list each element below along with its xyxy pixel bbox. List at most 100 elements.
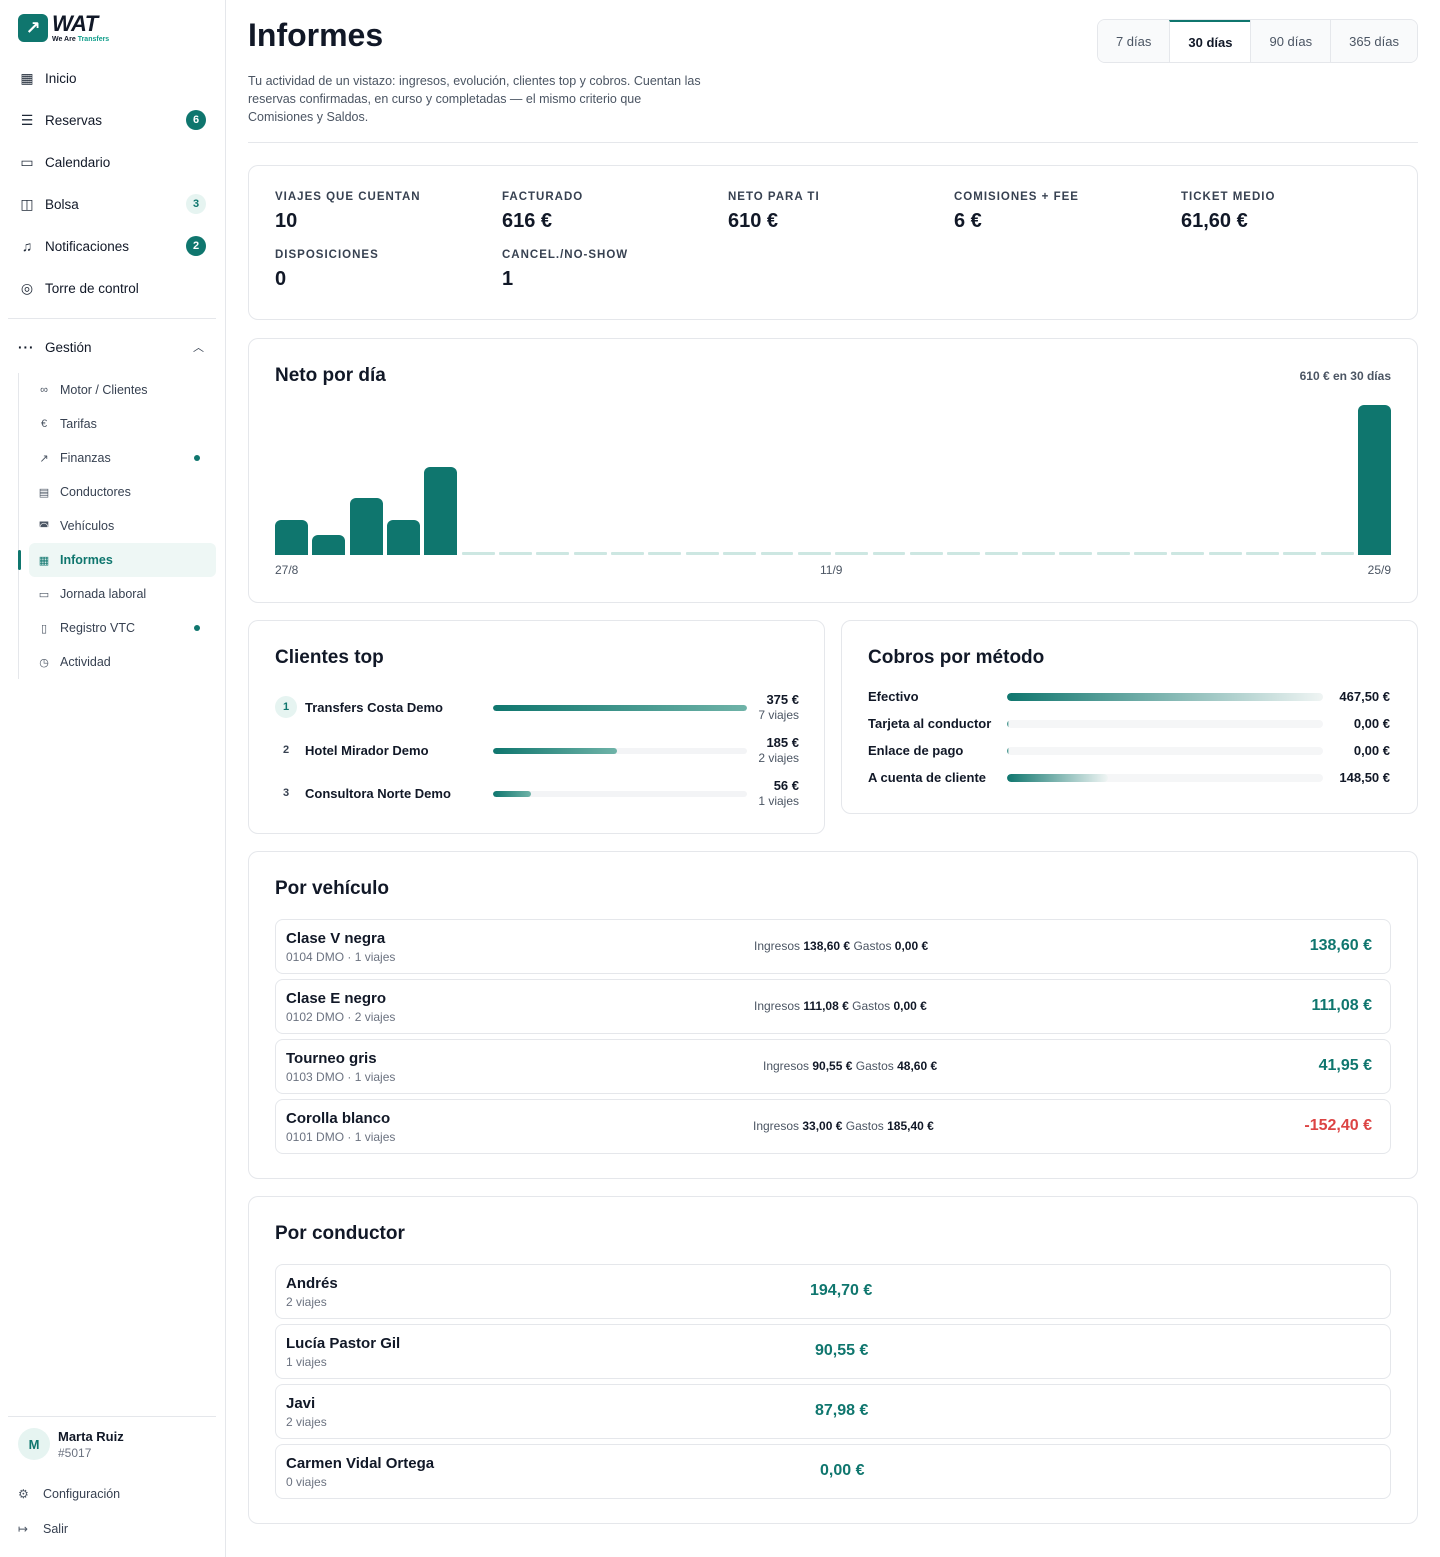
client-amount: 56 € [773, 778, 799, 793]
logout-icon: ↦ [18, 1522, 29, 1536]
nav-item-bolsa[interactable]: ◫ Bolsa 3 [8, 183, 216, 225]
brand-logo[interactable]: ↗ WAT We Are Transfers [18, 13, 109, 43]
client-row[interactable]: 1 Transfers Costa Demo 375 €7 viajes [275, 692, 799, 734]
kpi-label: TICKET MEDIO [1181, 191, 1276, 203]
chart-bar [1171, 552, 1205, 555]
driver-row[interactable]: Andrés 2 viajes 194,70 € [275, 1264, 1391, 1319]
kpi-2: NETO PARA TI 610 € [728, 191, 820, 233]
clock-icon: ◷ [39, 656, 49, 669]
chevron-up-icon: ︿ [193, 342, 204, 354]
footer-divider [8, 1416, 216, 1417]
chart-bar [1096, 552, 1130, 555]
income-value: 111,08 € [803, 999, 849, 1013]
settings-label: Configuración [43, 1487, 121, 1501]
client-share-bar [493, 748, 747, 754]
subnav-item-vehiculos[interactable]: ◚ Vehículos [19, 509, 216, 543]
vehicle-details: 0103 DMO · 1 viajes [286, 1070, 396, 1084]
page-title: Informes [248, 17, 384, 53]
driver-total: 194,70 € [810, 1282, 873, 1299]
nav-item-inicio[interactable]: ▦ Inicio [8, 57, 216, 99]
kpi-0: VIAJES QUE CUENTAN 10 [275, 191, 421, 233]
income-label: Ingresos [753, 1119, 800, 1133]
subnav-item-tarifas[interactable]: € Tarifas [19, 407, 216, 441]
payment-share-bar [1007, 693, 1323, 701]
payment-amount: 148,50 € [1339, 770, 1390, 785]
payment-share-fill [1007, 747, 1009, 755]
logout-link[interactable]: ↦ Salir [18, 1522, 68, 1536]
kpi-value: 1 [502, 268, 514, 290]
drivers-card: Por conductor Andrés 2 viajes 194,70 € Lucí… [248, 1196, 1418, 1524]
kpi-6: CANCEL./NO-SHOW 1 [502, 249, 628, 291]
group-gestion-toggle[interactable]: ··· Gestión ︿ [8, 326, 216, 368]
vehicle-income-expense: Ingresos 33,00 € Gastos 185,40 € [753, 1119, 934, 1133]
chart-bar [1283, 552, 1317, 555]
subnav-item-label: Tarifas [60, 417, 97, 431]
subnav-item-motor[interactable]: ∞ Motor / Clientes [19, 373, 216, 407]
vehicle-row[interactable]: Clase V negra 0104 DMO · 1 viajes Ingresos… [275, 919, 1391, 974]
x-tick-label: 27/8 [275, 563, 299, 577]
grid-icon: ▦ [38, 554, 50, 567]
vehicle-row[interactable]: Clase E negro 0102 DMO · 2 viajes Ingresos… [275, 979, 1391, 1034]
subnav-item-registro[interactable]: ▯ Registro VTC [19, 611, 216, 645]
page-description: Tu actividad de un vistazo: ingresos, ev… [248, 74, 701, 124]
client-name: Hotel Mirador Demo [305, 743, 429, 758]
driver-row[interactable]: Carmen Vidal Ortega 0 viajes 0,00 € [275, 1444, 1391, 1499]
chart-bar [797, 552, 831, 555]
nav-item-reservas[interactable]: ☰ Reservas 6 [8, 99, 216, 141]
expense-label: Gastos [855, 1059, 894, 1073]
vehicle-details: 0102 DMO · 2 viajes [286, 1010, 396, 1024]
vehicle-income-expense: Ingresos 111,08 € Gastos 0,00 € [754, 999, 927, 1013]
user-profile[interactable]: M Marta Ruiz #5017 [18, 1428, 124, 1460]
status-dot [194, 455, 200, 461]
range-button-1[interactable]: 30 días [1169, 20, 1251, 62]
client-row[interactable]: 3 Consultora Norte Demo 56 €1 viajes [275, 778, 799, 820]
range-button-3[interactable]: 365 días [1330, 20, 1417, 62]
payment-share-fill [1007, 693, 1323, 701]
target-icon: ◎ [20, 279, 34, 296]
vehicle-net-total: 41,95 € [1318, 1057, 1372, 1074]
nav-item-notificaciones[interactable]: ♫ Notificaciones 2 [8, 225, 216, 267]
nav-item-label: Torre de control [45, 280, 139, 296]
nav-item-label: Reservas [45, 112, 103, 128]
chart-bar [1021, 552, 1055, 555]
chart-bar [499, 552, 533, 555]
driver-row[interactable]: Lucía Pastor Gil 1 viajes 90,55 € [275, 1324, 1391, 1379]
chart-bar [872, 552, 906, 555]
subnav-item-finanzas[interactable]: ↗ Finanzas [19, 441, 216, 475]
range-button-2[interactable]: 90 días [1250, 20, 1331, 62]
nav-badge-reservas: 6 [186, 110, 206, 130]
nav-item-torre[interactable]: ◎ Torre de control [8, 267, 216, 309]
client-name: Transfers Costa Demo [305, 700, 443, 715]
payment-share-fill [1007, 720, 1009, 728]
chart-bar [984, 552, 1018, 555]
subnav-item-informes[interactable]: ▦ Informes [18, 543, 216, 577]
subnav-item-actividad[interactable]: ◷ Actividad [19, 645, 216, 679]
nav-item-calendario[interactable]: ▭ Calendario [8, 141, 216, 183]
subnav-item-jornada[interactable]: ▭ Jornada laboral [19, 577, 216, 611]
client-trips: 1 viajes [758, 794, 799, 808]
subnav-item-conductores[interactable]: ▤ Conductores [19, 475, 216, 509]
vehicle-row[interactable]: Tourneo gris 0103 DMO · 1 viajes Ingresos … [275, 1039, 1391, 1094]
subnav-item-label: Informes [60, 553, 113, 567]
kpi-value: 10 [275, 210, 298, 232]
client-share-bar [493, 791, 747, 797]
document-icon: ▯ [40, 622, 48, 635]
list-icon: ☰ [20, 111, 34, 128]
gestion-subnav: ∞ Motor / Clientes € Tarifas ↗ Finanzas ▤ Condu… [18, 373, 216, 679]
payments-title: Cobros por método [868, 647, 1045, 668]
driver-row[interactable]: Javi 2 viajes 87,98 € [275, 1384, 1391, 1439]
chart-bar [1358, 405, 1391, 555]
x-tick-label: 25/9 [1367, 563, 1391, 577]
user-id: #5017 [58, 1445, 92, 1460]
chart-bar [312, 535, 346, 555]
expense-value: 185,40 € [887, 1119, 934, 1133]
range-button-0[interactable]: 7 días [1097, 20, 1170, 62]
euro-icon: € [40, 418, 48, 430]
settings-link[interactable]: ⚙ Configuración [18, 1487, 120, 1501]
drivers-title: Por conductor [275, 1223, 405, 1244]
client-row[interactable]: 2 Hotel Mirador Demo 185 €2 viajes [275, 735, 799, 777]
clients-title: Clientes top [275, 647, 384, 668]
subnav-item-label: Jornada laboral [60, 587, 147, 601]
vehicle-row[interactable]: Corolla blanco 0101 DMO · 1 viajes Ingreso… [275, 1099, 1391, 1154]
vehicle-net-total: 111,08 € [1311, 997, 1372, 1014]
